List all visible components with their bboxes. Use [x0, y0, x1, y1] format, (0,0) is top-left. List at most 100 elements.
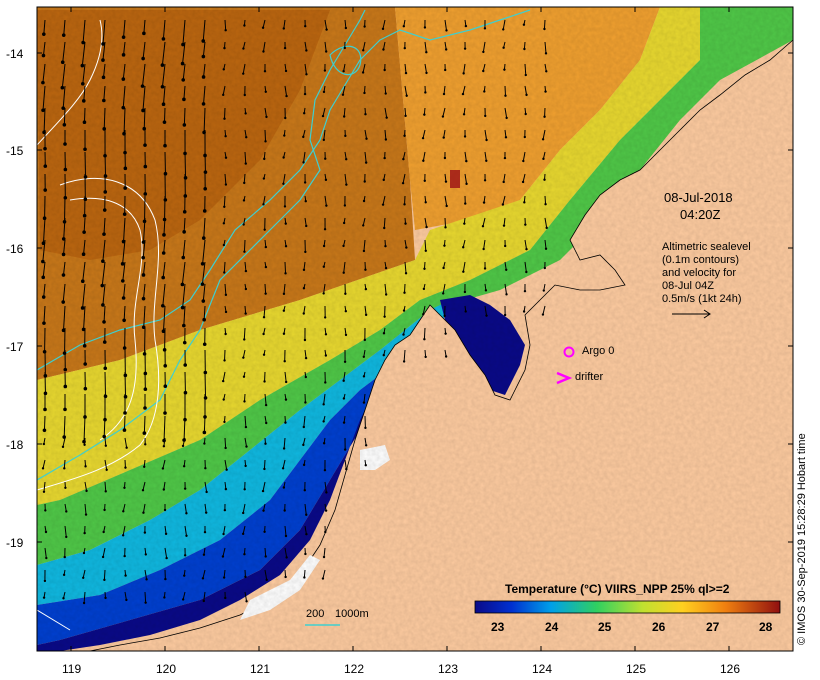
velocity-arrow-head	[104, 490, 107, 493]
velocity-arrow-head	[183, 554, 187, 557]
velocity-arrow-head	[161, 275, 165, 280]
velocity-arrow-head	[224, 446, 227, 450]
velocity-arrow-head	[523, 47, 526, 51]
velocity-arrow	[263, 305, 266, 318]
velocity-arrow-head	[505, 116, 508, 120]
velocity-arrow	[124, 437, 128, 448]
velocity-arrow	[442, 107, 446, 117]
velocity-arrow-head	[444, 68, 447, 72]
velocity-arrow-head	[285, 556, 288, 559]
velocity-arrow-head	[264, 442, 267, 445]
velocity-arrow	[82, 283, 86, 308]
velocity-arrow-head	[63, 407, 67, 412]
map-frame	[36, 6, 794, 652]
velocity-arrow-head	[425, 225, 428, 229]
velocity-arrow	[444, 195, 448, 207]
velocity-arrow-head	[425, 71, 428, 75]
velocity-arrow-head	[80, 63, 85, 68]
velocity-arrow-head	[123, 411, 127, 415]
velocity-arrow-head	[42, 321, 46, 325]
velocity-arrow-head	[221, 555, 225, 558]
velocity-arrow-head	[85, 489, 88, 493]
velocity-arrow	[444, 217, 447, 228]
velocity-arrow-head	[223, 46, 226, 50]
velocity-arrow	[42, 85, 46, 111]
velocity-arrow	[83, 415, 86, 442]
velocity-arrow	[104, 459, 108, 470]
velocity-arrow	[224, 283, 227, 295]
velocity-arrow-head	[121, 296, 126, 300]
velocity-arrow-head	[102, 320, 106, 324]
velocity-arrow-head	[142, 431, 147, 435]
velocity-arrow-head	[385, 116, 388, 119]
velocity-arrow-head	[202, 317, 206, 322]
velocity-arrow	[422, 129, 426, 139]
velocity-arrow	[524, 239, 528, 250]
velocity-arrow-head	[465, 159, 468, 163]
velocity-arrow	[343, 371, 346, 381]
velocity-arrow	[342, 85, 346, 95]
velocity-arrow	[344, 19, 347, 29]
velocity-arrow	[363, 393, 366, 403]
velocity-arrow	[482, 41, 486, 52]
velocity-arrow-head	[262, 316, 266, 319]
velocity-arrow	[83, 217, 86, 233]
velocity-arrow-head	[283, 46, 287, 50]
velocity-arrow	[244, 305, 247, 314]
velocity-arrow-head	[465, 182, 468, 186]
velocity-arrow-head	[262, 50, 265, 53]
velocity-arrow	[203, 415, 206, 433]
velocity-arrow-head	[442, 92, 446, 96]
velocity-arrow-head	[121, 35, 126, 39]
velocity-arrow-head	[245, 136, 248, 139]
velocity-arrow-head	[423, 113, 426, 116]
depth-legend-200: 200	[306, 608, 325, 620]
bathymetry-contour-1000m	[37, 9, 366, 481]
velocity-arrow-head	[381, 203, 385, 206]
velocity-arrow	[62, 85, 66, 109]
velocity-arrow-head	[304, 250, 307, 254]
velocity-arrow	[244, 415, 247, 428]
velocity-arrow-head	[163, 384, 168, 389]
velocity-arrow-head	[41, 467, 45, 470]
velocity-arrow-head	[383, 315, 386, 318]
velocity-arrow-head	[160, 84, 165, 89]
velocity-arrows	[41, 19, 548, 605]
velocity-arrow	[122, 525, 126, 536]
velocity-arrow-head	[125, 598, 128, 602]
velocity-arrow-head	[121, 105, 126, 110]
velocity-arrow	[163, 481, 166, 490]
velocity-arrow	[122, 85, 126, 108]
velocity-arrow-head	[523, 135, 527, 139]
velocity-arrow	[344, 151, 347, 160]
velocity-arrow-head	[62, 435, 66, 439]
velocity-arrow	[284, 547, 288, 558]
velocity-arrow-head	[462, 246, 465, 249]
velocity-arrow-head	[120, 262, 125, 266]
velocity-arrow-head	[41, 80, 45, 85]
velocity-arrow-head	[282, 292, 286, 296]
velocity-arrow-head	[302, 161, 305, 164]
velocity-arrow	[544, 195, 547, 205]
velocity-arrow	[244, 151, 247, 164]
velocity-arrow	[102, 283, 106, 305]
velocity-arrow	[364, 151, 367, 163]
velocity-arrow-head	[125, 446, 128, 449]
velocity-arrow-head	[482, 69, 485, 73]
velocity-arrow-head	[185, 534, 188, 537]
velocity-arrow	[63, 107, 66, 125]
velocity-arrow-head	[241, 532, 245, 536]
velocity-arrow-head	[222, 532, 225, 536]
velocity-arrow	[284, 85, 288, 97]
velocity-arrow-head	[382, 178, 385, 182]
velocity-arrow	[203, 591, 206, 602]
axis-ticks	[37, 7, 793, 651]
velocity-arrow-head	[543, 115, 546, 118]
velocity-arrow-head	[344, 333, 348, 337]
velocity-arrow	[101, 261, 106, 286]
velocity-arrow-head	[544, 203, 547, 206]
velocity-arrow-head	[345, 467, 348, 471]
lat-label: -16	[6, 242, 24, 256]
velocity-arrow-head	[165, 556, 168, 560]
velocity-arrow-head	[464, 310, 467, 313]
